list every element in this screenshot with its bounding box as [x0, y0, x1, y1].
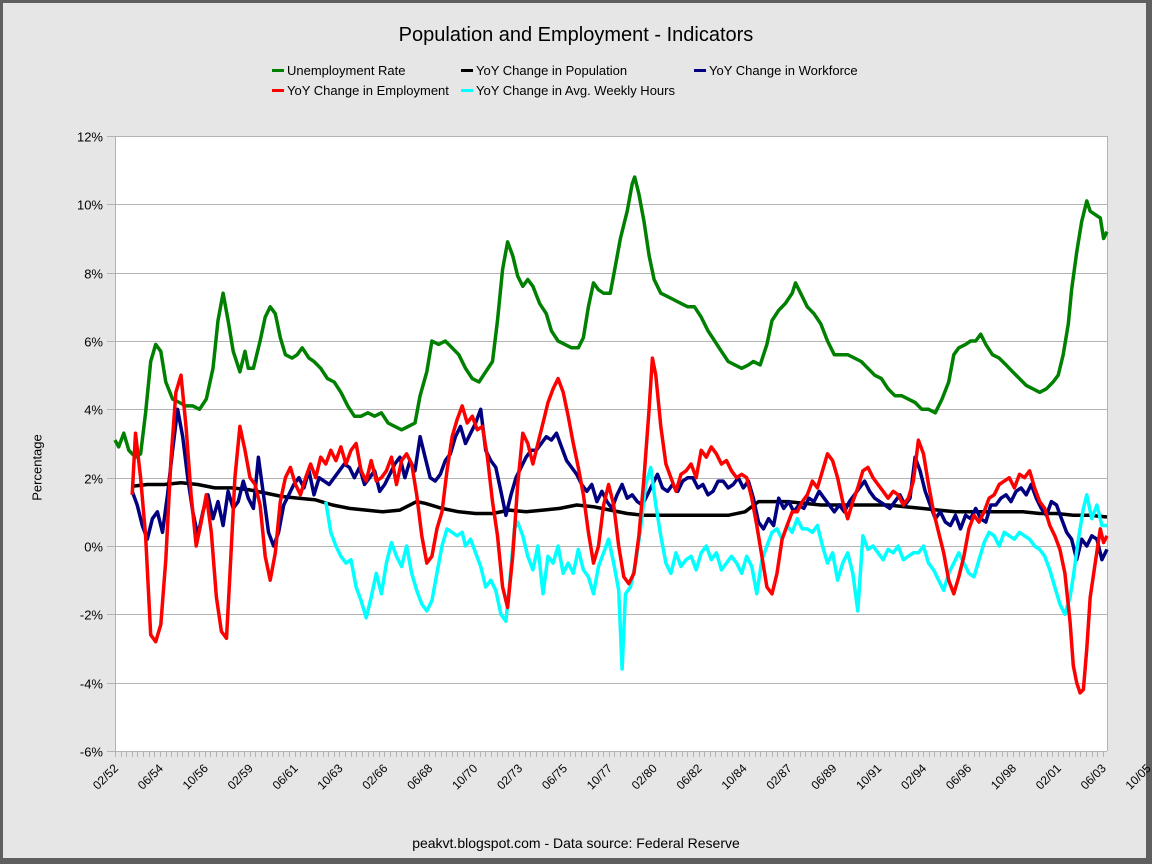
legend-swatch-green	[272, 69, 284, 73]
y-tick-label: 2%	[84, 472, 103, 487]
x-tick-label: 10/91	[853, 761, 884, 792]
x-tick-label: 06/96	[943, 761, 974, 792]
x-tick-label: 06/54	[135, 761, 166, 792]
legend-item-population: YoY Change in Population	[461, 63, 627, 78]
x-tick-label: 06/68	[404, 761, 435, 792]
x-tick-label: 10/84	[719, 761, 750, 792]
series-line-unemployment-rate	[113, 175, 1109, 459]
x-tick-label: 02/80	[629, 761, 660, 792]
x-tick-label: 02/59	[225, 761, 256, 792]
y-tick-label: -2%	[80, 608, 104, 623]
chart-footer: peakvt.blogspot.com - Data source: Feder…	[412, 835, 740, 851]
legend-item-unemployment: Unemployment Rate	[272, 63, 406, 78]
x-tick-label: 06/75	[539, 761, 570, 792]
x-tick-label: 10/63	[314, 761, 345, 792]
series-line-yoy-change-in-population	[132, 481, 1108, 519]
legend-item-workforce: YoY Change in Workforce	[694, 63, 858, 78]
legend-item-employment: YoY Change in Employment	[272, 83, 449, 98]
series-line-yoy-change-in-employment	[130, 356, 1109, 695]
x-tick-label: 06/89	[808, 761, 839, 792]
x-tick-label: 02/52	[90, 761, 121, 792]
x-tick-label: 10/70	[449, 761, 480, 792]
y-tick-label: 6%	[84, 335, 103, 350]
x-tick-label: 06/61	[270, 761, 301, 792]
chart-title: Population and Employment - Indicators	[398, 24, 754, 46]
legend-swatch-navy	[694, 69, 706, 73]
x-tick-label: 02/87	[763, 761, 794, 792]
x-tick-label: 02/94	[898, 761, 929, 792]
x-tick-label: 06/82	[674, 761, 705, 792]
x-tick-label: 06/03	[1078, 761, 1109, 792]
legend-label: YoY Change in Employment	[287, 83, 449, 98]
legend-label: Unemployment Rate	[287, 63, 406, 78]
x-tick-label: 10/05	[1123, 761, 1152, 792]
legend-label: YoY Change in Avg. Weekly Hours	[476, 83, 675, 98]
legend-label: YoY Change in Workforce	[709, 63, 858, 78]
y-tick-label: -4%	[80, 677, 104, 692]
series-line-yoy-change-in-avg-weekly-hours	[324, 465, 1107, 671]
y-tick-label: -6%	[80, 745, 104, 760]
x-tick-label: 02/66	[359, 761, 390, 792]
x-tick-label: 02/73	[494, 761, 525, 792]
legend-label: YoY Change in Population	[476, 63, 628, 78]
legend-swatch-cyan	[461, 89, 473, 93]
x-tick-label: 10/56	[180, 761, 211, 792]
plot-area	[115, 136, 1107, 751]
legend-item-weekly-hours: YoY Change in Avg. Weekly Hours	[461, 83, 675, 98]
x-tick-label: 02/01	[1033, 761, 1064, 792]
y-tick-label: 0%	[84, 540, 103, 555]
legend-swatch-black	[461, 69, 473, 73]
legend-swatch-red	[272, 89, 284, 93]
x-tick-label: 10/98	[988, 761, 1019, 792]
y-tick-label: 8%	[84, 267, 103, 282]
y-tick-label: 10%	[77, 198, 103, 213]
y-tick-label: 12%	[77, 130, 103, 145]
x-tick-label: 10/77	[584, 761, 615, 792]
y-tick-label: 4%	[84, 403, 103, 418]
